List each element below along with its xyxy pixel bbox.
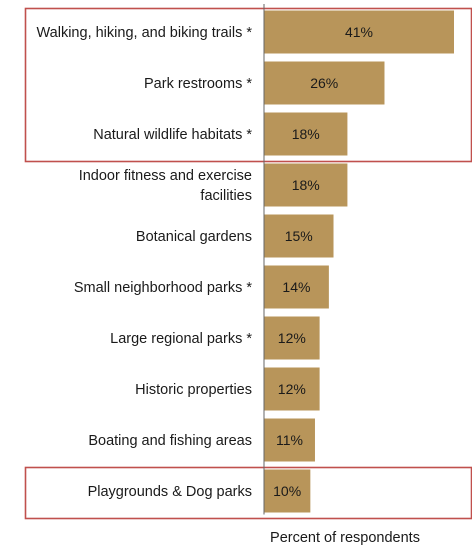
category-label: Historic properties [135, 382, 252, 398]
category-label: Large regional parks * [110, 331, 252, 347]
bar-value-label: 12% [278, 330, 306, 346]
x-axis-title: Percent of respondents [270, 530, 420, 546]
category-label: Boating and fishing areas [88, 433, 252, 449]
category-label: Botanical gardens [136, 229, 252, 245]
bar [264, 61, 385, 105]
bar-value-label: 18% [292, 126, 320, 142]
bar [264, 367, 320, 411]
category-label: Indoor fitness and exercise [79, 168, 252, 184]
bar [264, 469, 311, 513]
bar-value-label: 18% [292, 177, 320, 193]
category-label: facilities [200, 188, 252, 204]
category-label: Playgrounds & Dog parks [88, 484, 252, 500]
bar [264, 316, 320, 360]
bar [264, 418, 315, 462]
bar-value-label: 11% [276, 432, 303, 448]
bar-value-label: 41% [345, 24, 373, 40]
bar [264, 10, 454, 54]
bar [264, 112, 348, 156]
bar-value-label: 14% [282, 279, 310, 295]
bar [264, 265, 329, 309]
category-label: Small neighborhood parks * [74, 280, 252, 296]
bar-value-label: 15% [285, 228, 313, 244]
bar-value-label: 26% [310, 75, 338, 91]
bar [264, 214, 334, 258]
category-label: Park restrooms * [144, 76, 252, 92]
bar-value-label: 10% [273, 483, 301, 499]
category-label: Walking, hiking, and biking trails * [37, 25, 253, 41]
bar [264, 163, 348, 207]
category-label: Natural wildlife habitats * [93, 127, 252, 143]
bar-value-label: 12% [278, 381, 306, 397]
